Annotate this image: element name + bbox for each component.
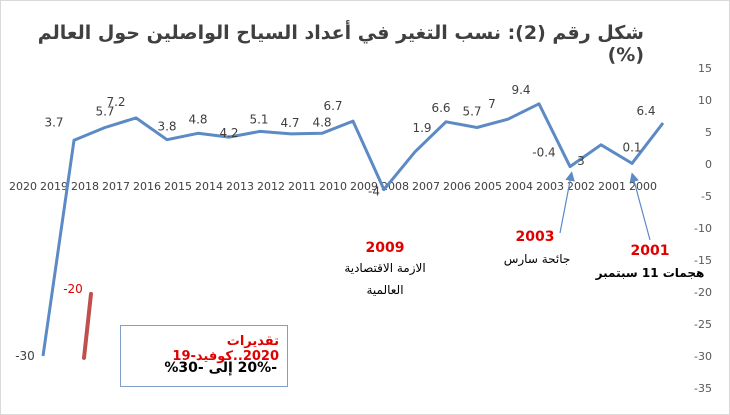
covid-range-bar	[82, 291, 93, 360]
x-tick-label: 2006	[443, 180, 471, 193]
y-tick-label: 10	[698, 94, 712, 107]
annotation-2003-text: جائحة سارس	[503, 252, 571, 266]
y-tick-label: 0	[705, 158, 712, 171]
data-label: 4.8	[188, 112, 207, 126]
annotation-2001-text: هجمات 11 سبتمبر	[595, 266, 705, 280]
x-tick-label: 2012	[257, 180, 285, 193]
covid-estimate-bar	[82, 291, 93, 360]
data-label: 6.4	[636, 104, 655, 118]
x-tick-label: 2016	[133, 180, 161, 193]
data-label: 3.8	[157, 120, 176, 134]
x-tick-label: 2003	[536, 180, 564, 193]
data-label: -30	[15, 349, 35, 363]
covid-estimate-box: تقديرات 2020..كوفيد-19 -20% إلى -30%	[120, 325, 288, 387]
data-label: -4	[368, 185, 380, 199]
data-label: 7.2	[106, 95, 125, 109]
data-label: 7	[488, 97, 496, 111]
x-tick-label: 2009	[350, 180, 378, 193]
x-tick-label: 2010	[319, 180, 347, 193]
x-tick-label: 2020	[9, 180, 37, 193]
x-tick-label: 2017	[102, 180, 130, 193]
x-tick-label: 2007	[412, 180, 440, 193]
series-polyline	[41, 102, 665, 357]
annotation-2009-text2: العالمية	[366, 283, 404, 297]
y-tick-label: -5	[701, 190, 712, 203]
data-labels: -303.75.77.23.84.84.25.1 4.7 4.86.7-41.96.…	[15, 83, 655, 363]
y-tick-label: -15	[694, 254, 712, 267]
y-tick-label: -30	[694, 350, 712, 363]
y-tick-label: -10	[694, 222, 712, 235]
covid-bar-label: 20-	[63, 282, 83, 296]
x-tick-label: 2001	[598, 180, 626, 193]
x-tick-label: 2013	[226, 180, 254, 193]
arrow-2001	[629, 172, 651, 241]
data-label: 1.9	[412, 121, 431, 135]
data-label: 4.8	[312, 115, 331, 129]
y-tick-label: -25	[694, 318, 712, 331]
x-tick-label: 2005	[474, 180, 502, 193]
data-label: 3	[577, 154, 585, 168]
x-tick-label: 2015	[164, 180, 192, 193]
annotation-2003-year: 2003	[515, 229, 555, 245]
x-tick-label: 2019	[40, 180, 68, 193]
x-tick-label: 2000	[629, 180, 657, 193]
x-tick-label: 2002	[567, 180, 595, 193]
x-tick-label: 2014	[195, 180, 223, 193]
covid-estimate-title: تقديرات 2020..كوفيد-19	[172, 334, 279, 364]
data-label: 4.2	[219, 126, 238, 140]
data-label: 6.7	[323, 99, 342, 113]
series-line	[41, 102, 665, 357]
annotation-2009-text1: الازمة الاقتصادية	[344, 261, 426, 275]
data-label: 5.7	[95, 105, 114, 119]
data-label: 5.1	[249, 112, 268, 126]
annotation-2001-year: 2001	[630, 243, 670, 259]
data-label: 0.1	[622, 140, 641, 154]
x-axis: 2020 2019 2018 2017 2016 2015 2014 2013 2012 2011…	[9, 180, 657, 193]
data-label: 6.6	[431, 101, 450, 115]
data-label: 9.4	[511, 83, 530, 97]
x-tick-label: 2004	[505, 180, 533, 193]
data-label: 5.7	[462, 105, 481, 119]
y-axis: 15 10 5 0 -5 -10 -15 -20 -25 -30 -35	[694, 62, 712, 395]
annotation-arrows	[559, 171, 651, 241]
data-label: 4.7	[280, 116, 299, 130]
x-tick-label: 2018	[71, 180, 99, 193]
x-tick-label: 2011	[288, 180, 316, 193]
y-tick-label: -20	[694, 286, 712, 299]
data-label: -0.4	[532, 146, 555, 160]
data-label: 3.7	[44, 115, 63, 129]
covid-estimate-range: -20% إلى -30%	[164, 360, 277, 376]
y-tick-label: 15	[698, 62, 712, 75]
chart-title: شكل رقم (2): نسب التغير في أعداد السياح …	[37, 22, 644, 66]
y-tick-label: 5	[705, 126, 712, 139]
arrow-2003	[559, 171, 575, 234]
y-tick-label: -35	[694, 382, 712, 395]
annotation-2009-year: 2009	[365, 240, 405, 256]
